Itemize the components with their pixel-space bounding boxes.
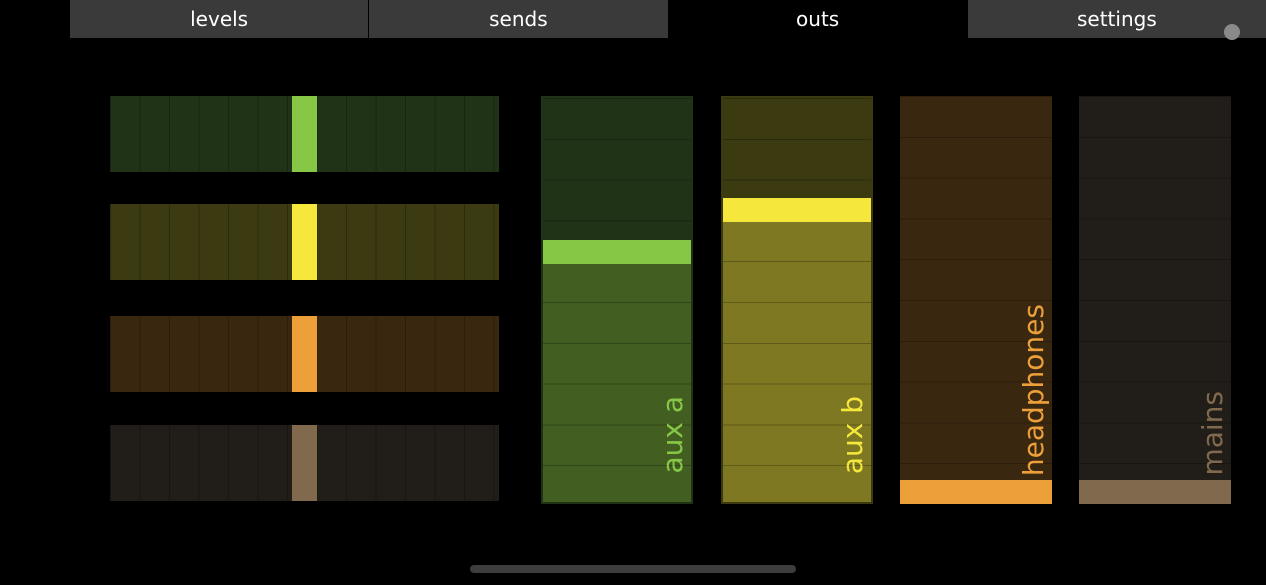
tab-levels[interactable]: levels	[70, 0, 370, 38]
tab-settings[interactable]: settings	[967, 0, 1266, 38]
fader-fill	[723, 221, 871, 502]
fader-label: aux b	[836, 395, 869, 474]
status-dot-icon	[1224, 24, 1240, 40]
home-indicator[interactable]	[470, 565, 796, 573]
pan-handle[interactable]	[292, 425, 317, 501]
fader-headphones[interactable]: headphones	[900, 96, 1052, 504]
pan-headphones[interactable]	[110, 316, 499, 392]
fader-grid	[1079, 96, 1231, 504]
pan-aux-a[interactable]	[110, 96, 499, 172]
fader-aux-a[interactable]: aux a	[541, 96, 693, 504]
fader-grid	[723, 98, 871, 502]
fader-handle[interactable]	[543, 239, 691, 264]
pan-handle[interactable]	[292, 96, 317, 172]
fader-aux-b[interactable]: aux b	[721, 96, 873, 504]
fader-mains[interactable]: mains	[1079, 96, 1231, 504]
fader-label: headphones	[1017, 303, 1050, 476]
fader-label: mains	[1196, 391, 1229, 476]
fader-handle[interactable]	[1079, 480, 1231, 504]
fader-handle[interactable]	[900, 480, 1052, 504]
fader-grid	[543, 98, 691, 502]
tab-outs[interactable]: outs	[668, 0, 968, 38]
fader-grid	[900, 96, 1052, 504]
fader-label: aux a	[656, 396, 689, 474]
pan-handle[interactable]	[292, 316, 317, 392]
pan-aux-b[interactable]	[110, 204, 499, 280]
fader-handle[interactable]	[723, 197, 871, 222]
fader-fill	[543, 263, 691, 502]
tab-bar: levels sends outs settings	[70, 0, 1266, 38]
pan-mains[interactable]	[110, 425, 499, 501]
pan-handle[interactable]	[292, 204, 317, 280]
tab-sends[interactable]: sends	[369, 0, 669, 38]
